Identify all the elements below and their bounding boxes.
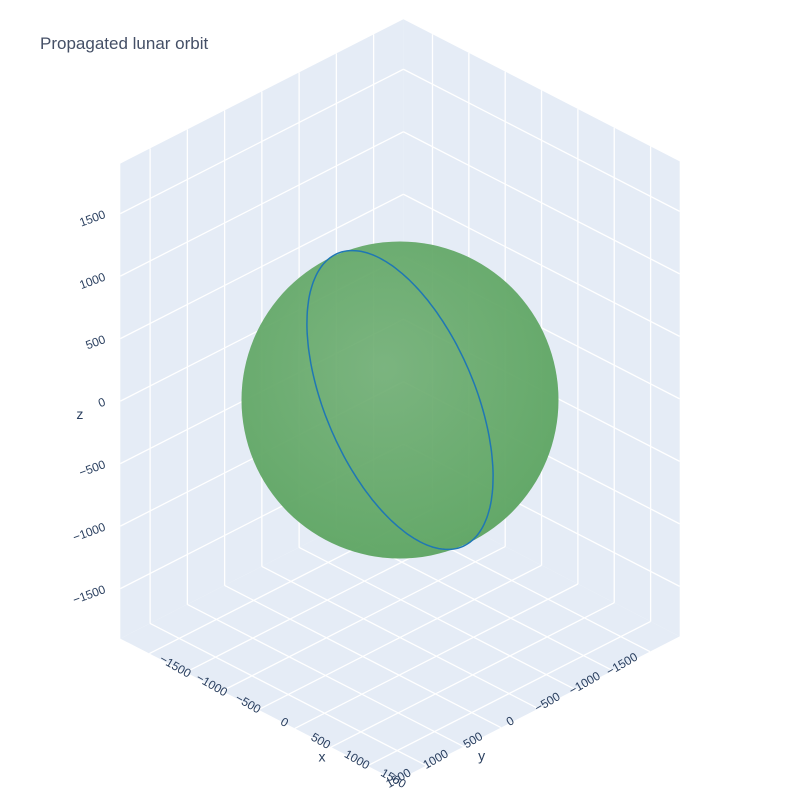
tick-label-z: 1500 xyxy=(77,207,107,229)
grid-z-yz xyxy=(120,193,404,340)
y-axis-title: y xyxy=(478,748,485,764)
tick-label-z: −500 xyxy=(77,457,107,480)
grid-y-xy xyxy=(261,565,539,710)
moon-sphere xyxy=(241,241,559,559)
grid-z-xz xyxy=(403,68,680,212)
x-axis-title: x xyxy=(318,749,325,765)
tick-label-z: 500 xyxy=(84,332,108,352)
grid-z-xz xyxy=(403,193,680,337)
chart-title: Propagated lunar orbit xyxy=(40,34,209,53)
z-axis-title: z xyxy=(76,406,83,422)
tick-label-z: 1000 xyxy=(77,270,107,292)
tick-label-z: −1500 xyxy=(71,582,108,607)
grid-y-xy xyxy=(224,584,502,729)
grid-y-xy xyxy=(187,603,464,748)
grid-z-yz xyxy=(120,68,404,215)
grid-z-yz xyxy=(120,131,404,277)
orbit-trace xyxy=(306,249,494,551)
grid-y-xy xyxy=(149,622,427,767)
grid-y-xy xyxy=(298,546,576,691)
grid-z-xz xyxy=(403,131,680,275)
tick-label-z: 0 xyxy=(96,395,107,411)
tick-label-z: −1000 xyxy=(71,520,108,545)
